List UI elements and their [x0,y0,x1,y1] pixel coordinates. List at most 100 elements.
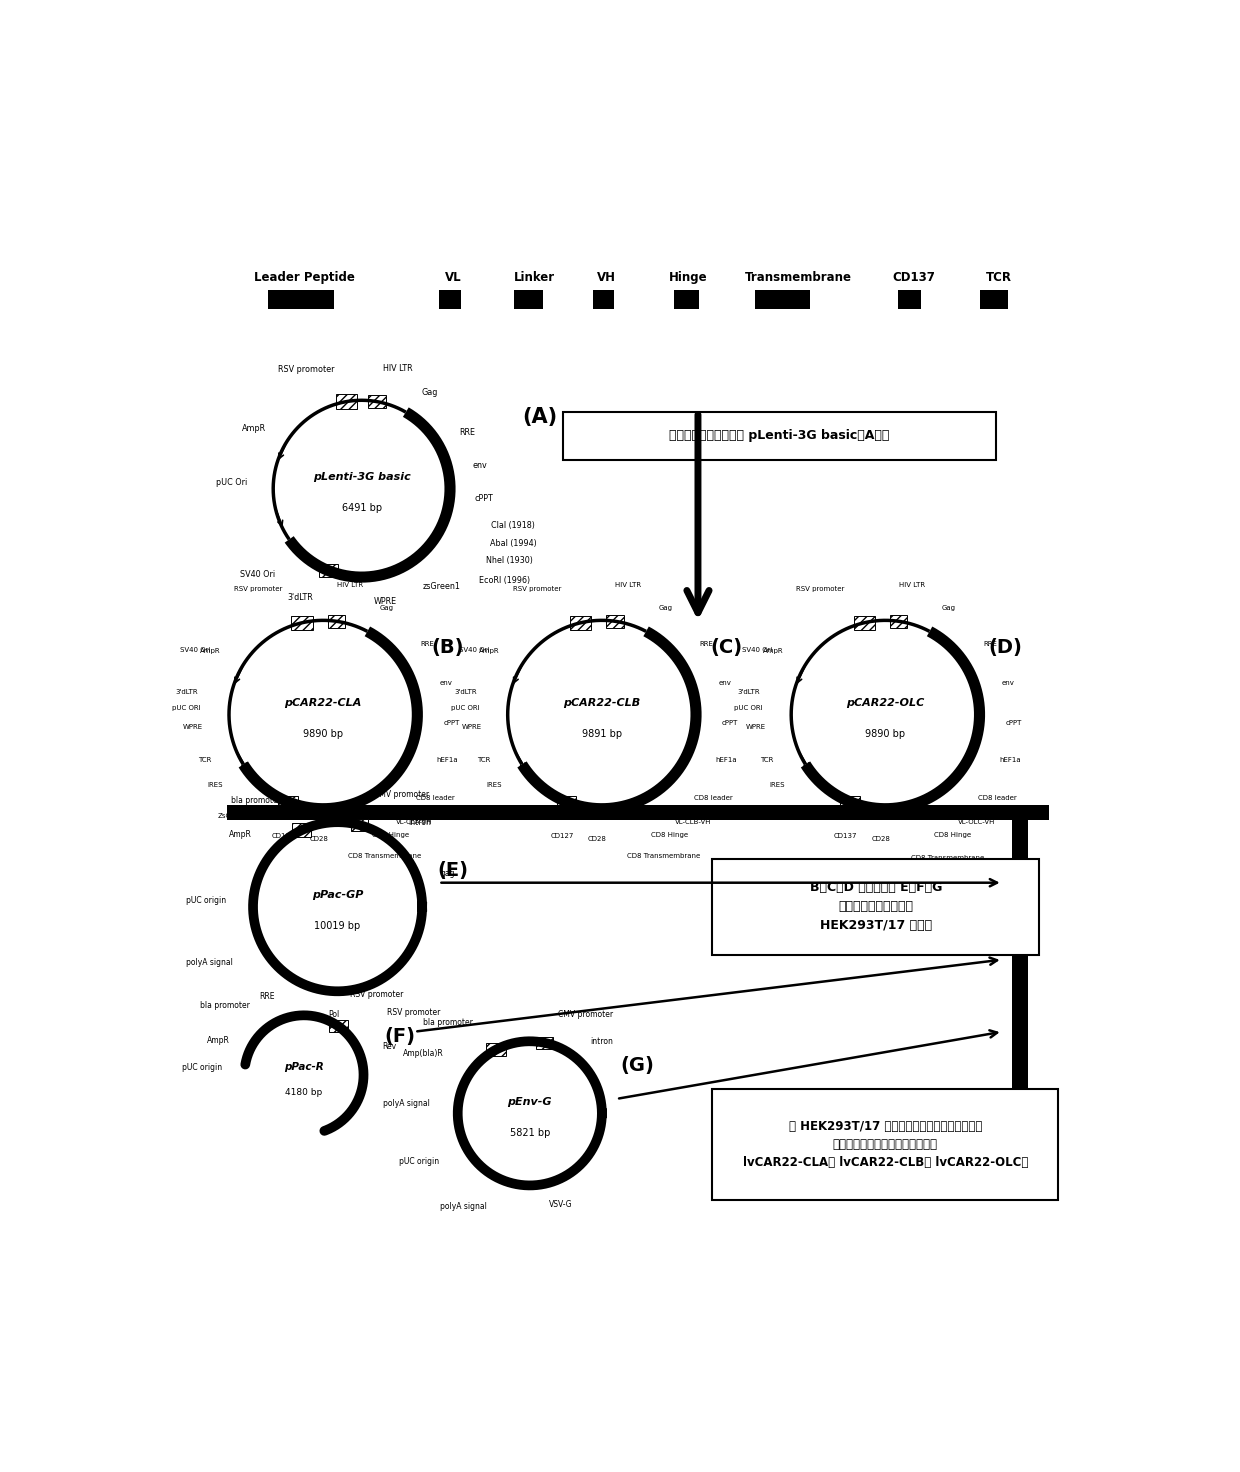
Text: 9890 bp: 9890 bp [303,729,343,739]
Text: HIV LTR: HIV LTR [337,583,363,589]
Text: polyA signal: polyA signal [440,1201,486,1210]
Text: ZsGreen1: ZsGreen1 [780,814,813,820]
FancyBboxPatch shape [712,858,1039,955]
Text: CD137: CD137 [893,271,936,284]
Bar [570,615,591,630]
Text: Pol: Pol [329,1010,340,1020]
Text: WPRE: WPRE [184,724,203,730]
Bar [329,1020,347,1032]
Text: CD127: CD127 [551,833,574,839]
Bar [278,795,298,808]
Text: VL-CLA-VH: VL-CLA-VH [396,820,433,826]
Text: cPPT: cPPT [444,720,460,726]
Text: 4180 bp: 4180 bp [285,1088,322,1097]
Text: pUC origin: pUC origin [399,1157,439,1166]
Text: HIV LTR: HIV LTR [615,583,641,589]
Text: CD8 Transmembrane: CD8 Transmembrane [626,852,699,858]
Bar [327,615,345,627]
Text: WPRE: WPRE [461,724,482,730]
Text: TCR: TCR [760,757,774,762]
Bar [841,795,859,808]
Text: 3'dLTR: 3'dLTR [454,689,476,695]
Text: RRE: RRE [699,640,713,646]
Text: pCAR22-CLA: pCAR22-CLA [284,698,362,708]
Text: Linker: Linker [515,271,556,284]
Text: RRE: RRE [259,992,274,1001]
Text: CD8 Transmembrane: CD8 Transmembrane [348,852,422,858]
Text: CD137: CD137 [833,833,857,839]
Text: VL-OLC-VH: VL-OLC-VH [959,820,996,826]
Text: SV40 Ori: SV40 Ori [459,646,490,652]
Text: pUC origin: pUC origin [182,1063,222,1072]
Text: hEF1a: hEF1a [436,758,459,764]
Text: pUC ORI: pUC ORI [172,705,201,711]
Text: bla promoter: bla promoter [423,1019,474,1027]
Text: IRES: IRES [770,782,785,788]
Text: pCAR22-OLC: pCAR22-OLC [846,698,925,708]
Text: ClaI (1918): ClaI (1918) [491,521,534,530]
Text: AmpR: AmpR [242,424,265,433]
Text: cPPT: cPPT [722,720,739,726]
Text: CMV promoter: CMV promoter [558,1010,613,1020]
Text: CD8 leader: CD8 leader [978,795,1017,801]
Text: Rev: Rev [382,1042,397,1051]
FancyBboxPatch shape [712,1089,1058,1200]
Text: (D): (D) [988,637,1023,657]
Bar [890,615,908,627]
Text: (F): (F) [384,1027,415,1047]
Bar [439,290,460,309]
Text: RRE: RRE [420,640,434,646]
Bar [368,396,386,408]
Text: Hinge: Hinge [670,271,708,284]
Text: Gag: Gag [379,605,394,611]
Text: Gag: Gag [422,389,438,397]
Text: AmpR: AmpR [763,648,784,654]
Text: pUC ORI: pUC ORI [451,705,480,711]
Text: env: env [440,680,453,686]
Text: VH: VH [598,271,616,284]
Text: 9890 bp: 9890 bp [866,729,905,739]
Text: pUC ORI: pUC ORI [734,705,763,711]
Text: RSV promoter: RSV promoter [234,586,283,592]
Text: hEF1a: hEF1a [715,758,737,764]
Text: 5821 bp: 5821 bp [510,1128,551,1138]
Text: CD8 leader: CD8 leader [694,795,733,801]
Text: AmpR: AmpR [201,648,221,654]
Bar [557,795,577,808]
Text: bla promoter: bla promoter [200,1001,249,1010]
Text: NheI (1930): NheI (1930) [486,556,533,565]
Text: VSV-G: VSV-G [549,1201,573,1210]
Text: 克隆进慢病毒骨架质粒 pLenti-3G basic（A）中: 克隆进慢病毒骨架质粒 pLenti-3G basic（A）中 [670,430,890,443]
Text: ZsGreen1: ZsGreen1 [218,814,252,820]
Bar [755,290,811,309]
Bar [227,805,1049,820]
Text: RRE: RRE [460,427,476,437]
Text: RSV promoter: RSV promoter [278,365,334,374]
Text: CD8 Hinge: CD8 Hinge [651,832,688,838]
Bar [593,290,614,309]
Text: intron: intron [590,1038,613,1047]
Text: CD8 Hinge: CD8 Hinge [934,832,971,838]
Text: Gag: Gag [658,605,672,611]
Text: hEF1a: hEF1a [999,758,1021,764]
Text: pUC Ori: pUC Ori [216,478,247,487]
Text: (E): (E) [438,861,469,880]
Text: (C): (C) [711,637,743,657]
Text: AmpR: AmpR [207,1036,229,1045]
Text: IRES: IRES [486,782,501,788]
Bar [980,290,1008,309]
Text: AbaI (1994): AbaI (1994) [490,539,537,548]
Text: intron: intron [408,818,432,827]
Text: env: env [718,680,732,686]
Bar [336,394,357,409]
Bar [319,564,339,577]
Bar [515,290,543,309]
Bar [606,615,624,627]
Text: 3'dLTR: 3'dLTR [738,689,760,695]
Text: TCR: TCR [476,757,490,762]
Text: zsGreen1: zsGreen1 [423,581,460,590]
Text: CD28: CD28 [872,836,890,842]
Text: cPPT: cPPT [1006,720,1022,726]
Text: 3'dLTR: 3'dLTR [175,689,198,695]
Bar [351,818,368,832]
